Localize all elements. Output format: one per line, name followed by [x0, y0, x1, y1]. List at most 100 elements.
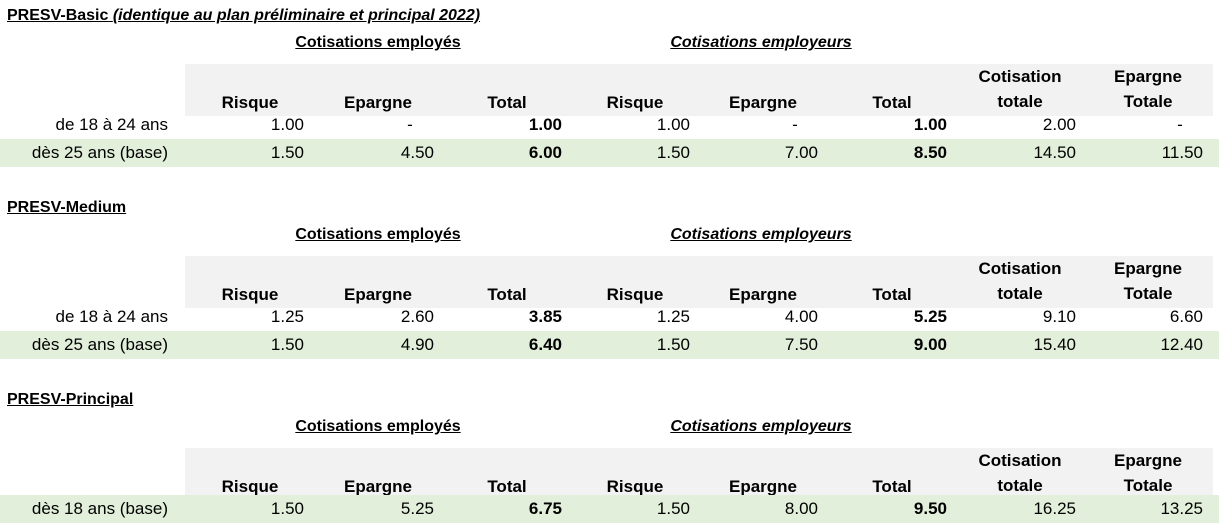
cell-risque-employes: 1.50 — [270, 143, 304, 162]
col-header-epargne-employeurs: Epargne — [728, 477, 798, 496]
col-header-epargne-employes: Epargne — [343, 93, 413, 112]
header-band — [185, 256, 1213, 308]
col-header-total-employes: Total — [487, 285, 527, 304]
col-header-line: Totale — [1123, 284, 1173, 303]
cell-epargne-employeurs: 8.00 — [784, 499, 818, 518]
cell-risque-employeurs: 1.50 — [656, 143, 690, 162]
col-header-total-employeurs: Total — [872, 93, 912, 112]
cell-epargne-totale: 6.60 — [1169, 307, 1203, 326]
section-presv-basic: PRESV-Basic (identique au plan prélimina… — [0, 6, 1219, 176]
cell-total-employes: 6.00 — [528, 143, 562, 162]
col-header-cotisation-totale: Cotisation totale — [970, 256, 1070, 306]
cell-epargne-employeurs: 7.00 — [784, 143, 818, 162]
cell-total-employeurs: 5.25 — [913, 307, 947, 326]
col-header-line: Epargne — [1113, 451, 1183, 470]
cell-risque-employes: 1.50 — [270, 499, 304, 518]
cell-epargne-totale: - — [1177, 115, 1183, 134]
row-label: de 18 à 24 ans — [55, 115, 168, 134]
group-header-employes: Cotisations employés — [295, 226, 461, 243]
cell-total-employeurs: 9.50 — [913, 499, 947, 518]
section-subtitle: (identique au plan préliminaire et princ… — [112, 7, 481, 24]
col-header-epargne-totale: Epargne Totale — [1100, 448, 1196, 498]
cell-epargne-employes: 4.90 — [400, 335, 434, 354]
cell-epargne-employes: 5.25 — [400, 499, 434, 518]
group-header-employes: Cotisations employés — [295, 418, 461, 435]
section-title-text: PRESV-Medium — [7, 199, 127, 216]
col-header-line: Cotisation — [978, 451, 1062, 470]
cell-total-employes: 6.75 — [528, 499, 562, 518]
col-header-risque-employeurs: Risque — [606, 93, 664, 112]
col-header-risque-employes: Risque — [221, 285, 279, 304]
section-presv-principal: PRESV-Principal Cotisations employés Cot… — [0, 390, 1219, 526]
table-row: de 18 à 24 ans 1.25 2.60 3.85 1.25 4.00 … — [0, 303, 1219, 331]
header-band — [185, 448, 1213, 500]
table-row-base: dès 18 ans (base) 1.50 5.25 6.75 1.50 8.… — [0, 495, 1219, 523]
col-header-risque-employeurs: Risque — [606, 477, 664, 496]
col-header-line: Epargne — [1113, 67, 1183, 86]
cell-cotisation-totale: 9.10 — [1042, 307, 1076, 326]
section-title: PRESV-Medium — [7, 198, 126, 218]
row-label: de 18 à 24 ans — [55, 307, 168, 326]
col-header-risque-employes: Risque — [221, 477, 279, 496]
cell-risque-employes: 1.00 — [270, 115, 304, 134]
cell-epargne-totale: 11.50 — [1161, 143, 1203, 162]
row-label: dès 25 ans (base) — [31, 143, 168, 162]
col-header-epargne-employeurs: Epargne — [728, 93, 798, 112]
col-header-line: totale — [997, 284, 1043, 303]
cell-epargne-employeurs: 7.50 — [784, 335, 818, 354]
col-header-line: Totale — [1123, 476, 1173, 495]
col-header-line: Epargne — [1113, 259, 1183, 278]
row-label: dès 25 ans (base) — [31, 335, 168, 354]
section-title: PRESV-Principal — [7, 390, 133, 410]
col-header-total-employes: Total — [487, 477, 527, 496]
col-header-line: totale — [997, 476, 1043, 495]
group-header-employeurs: Cotisations employeurs — [670, 418, 852, 435]
group-header-employeurs: Cotisations employeurs — [670, 34, 852, 51]
cell-risque-employeurs: 1.50 — [656, 335, 690, 354]
cell-risque-employeurs: 1.00 — [656, 115, 690, 134]
col-header-total-employeurs: Total — [872, 477, 912, 496]
cell-cotisation-totale: 15.40 — [1033, 335, 1076, 354]
col-header-epargne-employeurs: Epargne — [728, 285, 798, 304]
col-header-epargne-totale: Epargne Totale — [1100, 256, 1196, 306]
col-header-cotisation-totale: Cotisation totale — [970, 64, 1070, 114]
cell-total-employes: 3.85 — [528, 307, 562, 326]
group-header-employeurs: Cotisations employeurs — [670, 226, 852, 243]
row-label: dès 18 ans (base) — [31, 499, 168, 518]
cell-cotisation-totale: 16.25 — [1033, 499, 1076, 518]
cell-epargne-employes: - — [407, 115, 413, 134]
col-header-total-employeurs: Total — [872, 285, 912, 304]
col-header-line: Cotisation — [978, 67, 1062, 86]
cell-risque-employes: 1.50 — [270, 335, 304, 354]
header-band — [185, 64, 1213, 116]
cell-cotisation-totale: 2.00 — [1042, 115, 1076, 134]
table-row: de 18 à 24 ans 1.00 - 1.00 1.00 - 1.00 2… — [0, 111, 1219, 139]
group-header-employes: Cotisations employés — [295, 34, 461, 51]
cell-total-employeurs: 1.00 — [913, 115, 947, 134]
cell-epargne-employes: 4.50 — [400, 143, 434, 162]
cell-risque-employeurs: 1.25 — [656, 307, 690, 326]
cell-total-employeurs: 8.50 — [913, 143, 947, 162]
cell-total-employes: 6.40 — [528, 335, 562, 354]
table-row-base: dès 25 ans (base) 1.50 4.90 6.40 1.50 7.… — [0, 331, 1219, 359]
cell-epargne-employes: 2.60 — [400, 307, 434, 326]
col-header-epargne-employes: Epargne — [343, 285, 413, 304]
col-header-total-employes: Total — [487, 93, 527, 112]
col-header-risque-employes: Risque — [221, 93, 279, 112]
col-header-line: Cotisation — [978, 259, 1062, 278]
cell-cotisation-totale: 14.50 — [1033, 143, 1076, 162]
cell-risque-employeurs: 1.50 — [656, 499, 690, 518]
col-header-risque-employeurs: Risque — [606, 285, 664, 304]
cell-epargne-employeurs: - — [792, 115, 798, 134]
cell-risque-employes: 1.25 — [270, 307, 304, 326]
section-presv-medium: PRESV-Medium Cotisations employés Cotisa… — [0, 198, 1219, 368]
cell-total-employeurs: 9.00 — [913, 335, 947, 354]
col-header-cotisation-totale: Cotisation totale — [970, 448, 1070, 498]
cell-epargne-totale: 12.40 — [1160, 335, 1203, 354]
col-header-line: Totale — [1123, 92, 1173, 111]
cell-epargne-totale: 13.25 — [1160, 499, 1203, 518]
cell-epargne-employeurs: 4.00 — [784, 307, 818, 326]
col-header-epargne-totale: Epargne Totale — [1100, 64, 1196, 114]
cell-total-employes: 1.00 — [528, 115, 562, 134]
table-row-base: dès 25 ans (base) 1.50 4.50 6.00 1.50 7.… — [0, 139, 1219, 167]
